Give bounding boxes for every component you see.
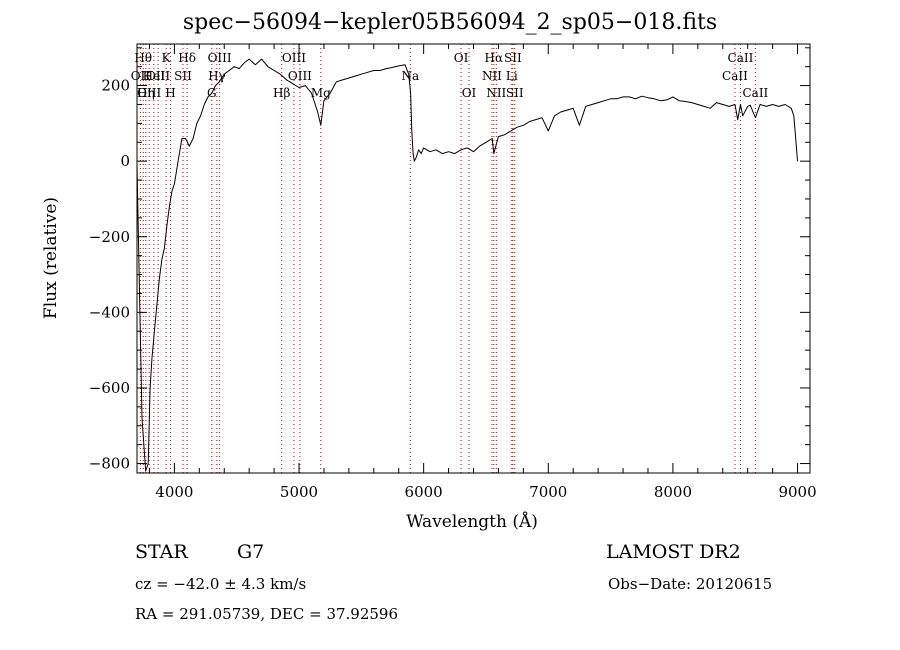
line-label: SII (506, 86, 524, 100)
x-tick-label: 6000 (405, 483, 443, 501)
tick-labels-layer: 4000 5000 6000 7000 8000 9000 −800 −600 −400 −200… (89, 77, 817, 501)
line-label: OI (454, 51, 469, 65)
object-subclass: G7 (237, 541, 265, 563)
y-tick-label: 0 (120, 152, 130, 170)
line-label: OIII (282, 51, 306, 65)
line-label: SII (504, 51, 522, 65)
line-label: K (162, 51, 172, 65)
line-label: Hη (137, 86, 155, 100)
observation-date: Obs−Date: 20120615 (608, 575, 773, 593)
x-axis-label: Wavelength (Å) (406, 512, 538, 532)
line-label: OIII (137, 86, 161, 100)
line-label: CaII (742, 86, 768, 100)
x-tick-label: 7000 (529, 483, 567, 501)
line-label: G (207, 86, 217, 100)
line-label: OI (462, 86, 477, 100)
survey-name: LAMOST DR2 (606, 541, 741, 563)
y-axis-label: Flux (relative) (41, 196, 61, 320)
spectrum-line (136, 58, 798, 472)
y-tick-label: −400 (89, 303, 130, 321)
x-tick-label: 8000 (654, 483, 692, 501)
line-label: H (165, 86, 175, 100)
line-label: Na (401, 69, 419, 83)
line-label: NII (486, 86, 506, 100)
line-label: Hγ (208, 69, 226, 83)
line-label: Hβ (273, 86, 290, 100)
line-label: Hθ (134, 51, 152, 65)
line-label: Hδ (178, 51, 196, 65)
x-tick-label: 9000 (778, 483, 816, 501)
x-tick-label: 4000 (155, 483, 193, 501)
line-label: OIII (146, 69, 170, 83)
chart-title: spec−56094−kepler05B56094_2_sp05−018.fit… (182, 10, 718, 35)
x-tick-label: 5000 (280, 483, 318, 501)
line-label: Mg (311, 86, 331, 100)
redshift-info: cz = −42.0 ± 4.3 km/s (135, 575, 307, 593)
line-label: HeI (143, 69, 166, 83)
y-tick-label: −800 (89, 455, 130, 473)
line-label: OIII (208, 51, 232, 65)
line-label: CaII (722, 69, 748, 83)
y-tick-label: −200 (89, 228, 130, 246)
spectrum-layer (136, 58, 798, 472)
line-label: SII (174, 69, 192, 83)
y-tick-label: −600 (89, 379, 130, 397)
y-tick-label: 200 (101, 77, 130, 95)
line-labels-layer: OIIHθHηOIIIHeIOIIIKHSIIHδGHγOIIIHβOIIIOI… (131, 51, 769, 100)
line-label: Hα (485, 51, 504, 65)
line-label: Li (506, 69, 518, 83)
line-label: NII (482, 69, 502, 83)
line-label: CaII (728, 51, 754, 65)
ticks-layer (137, 44, 810, 473)
line-label: OII (131, 69, 151, 83)
line-markers-layer (139, 44, 756, 473)
coordinates: RA = 291.05739, DEC = 37.92596 (135, 605, 399, 623)
line-label: OIII (288, 69, 312, 83)
object-class: STAR (135, 541, 188, 563)
